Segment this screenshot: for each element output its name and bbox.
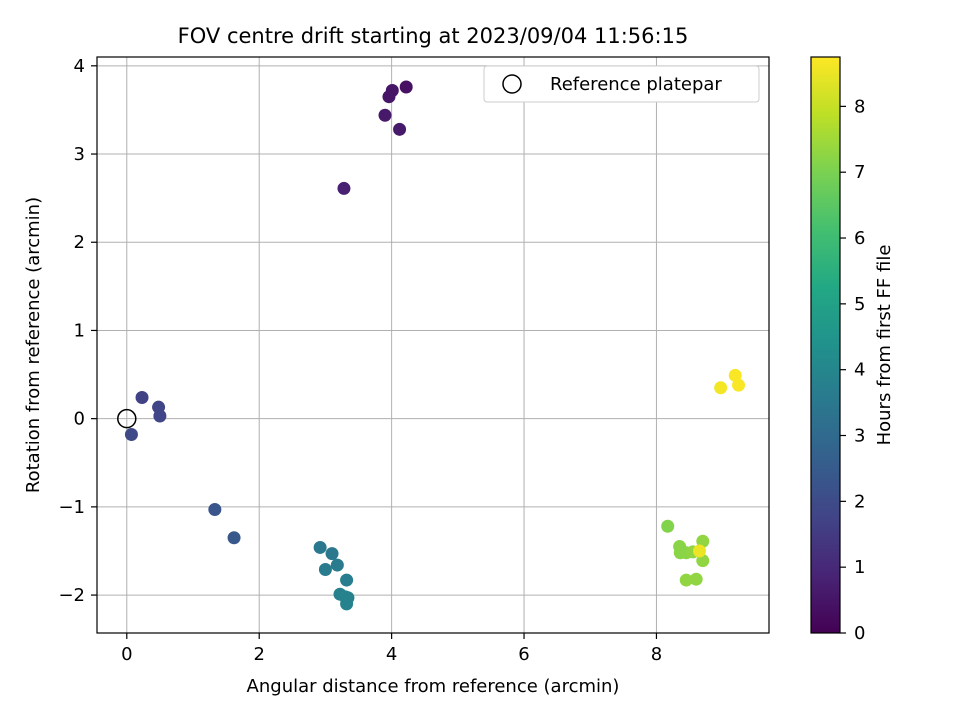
- x-tick-label: 8: [651, 644, 662, 665]
- colorbar-tick-label: 5: [854, 294, 865, 315]
- y-tick-label: 1: [74, 320, 85, 341]
- chart-title: FOV centre drift starting at 2023/09/04 …: [178, 24, 689, 48]
- reference-platepar-marker: [117, 408, 137, 429]
- data-point: [337, 181, 351, 195]
- axis-ticks: 0 2 4 6 8 −2 −1 0 1 2 3 4: [58, 56, 662, 665]
- legend-box: [483, 65, 760, 103]
- data-point: [393, 122, 407, 136]
- data-point: [135, 390, 149, 404]
- y-tick-label: −1: [58, 497, 85, 518]
- plot-frame: [96, 56, 770, 634]
- colorbar-tick-label: 1: [854, 557, 865, 578]
- x-tick-label: 2: [253, 644, 264, 665]
- data-point: [689, 572, 703, 586]
- colorbar-tick-label: 0: [854, 623, 865, 644]
- y-tick-label: 4: [74, 56, 85, 77]
- x-tick-label: 4: [386, 644, 397, 665]
- y-tick-label: 2: [74, 232, 85, 253]
- x-tick-label: 0: [121, 644, 132, 665]
- data-point: [378, 108, 392, 122]
- y-axis-label: Rotation from reference (arcmin): [23, 197, 44, 493]
- data-point: [732, 378, 746, 392]
- x-tick-label: 6: [518, 644, 529, 665]
- data-point: [313, 540, 327, 554]
- colorbar-tick-label: 6: [854, 228, 865, 249]
- colorbar: 0 1 2 3 4 5 6 7 8 Hours from first FF file: [810, 56, 895, 644]
- y-tick-label: −2: [58, 585, 85, 606]
- colorbar-tick-label: 3: [854, 426, 865, 447]
- data-point: [692, 544, 706, 558]
- data-point: [227, 531, 241, 545]
- x-axis-label: Angular distance from reference (arcmin): [247, 676, 620, 697]
- data-point: [208, 503, 222, 517]
- data-point: [153, 409, 167, 423]
- data-point: [340, 597, 354, 611]
- y-tick-label: 3: [74, 144, 85, 165]
- data-point: [124, 428, 138, 442]
- colorbar-tick-label: 8: [854, 96, 865, 117]
- legend-marker: [502, 74, 522, 94]
- data-point: [318, 562, 332, 576]
- data-point: [340, 573, 354, 587]
- legend: Reference platepar: [483, 65, 760, 103]
- y-tick-label: 0: [74, 409, 85, 430]
- plot-area: [97, 57, 769, 633]
- colorbar-label: Hours from first FF file: [874, 245, 895, 446]
- colorbar-tick-label: 4: [854, 360, 865, 381]
- data-point: [661, 519, 675, 533]
- legend-label: Reference platepar: [550, 74, 722, 95]
- data-points: [124, 80, 746, 611]
- data-point: [714, 381, 728, 395]
- data-point: [382, 90, 396, 104]
- colorbar-tick-label: 7: [854, 162, 865, 183]
- colorbar-tick-label: 2: [854, 491, 865, 512]
- colorbar-gradient: [811, 57, 840, 633]
- data-point: [399, 80, 413, 94]
- data-point: [330, 558, 344, 572]
- data-point: [679, 573, 693, 587]
- colorbar-ticks: 0 1 2 3 4 5 6 7 8: [840, 96, 865, 644]
- data-point: [325, 547, 339, 561]
- colorbar-frame: [810, 56, 841, 634]
